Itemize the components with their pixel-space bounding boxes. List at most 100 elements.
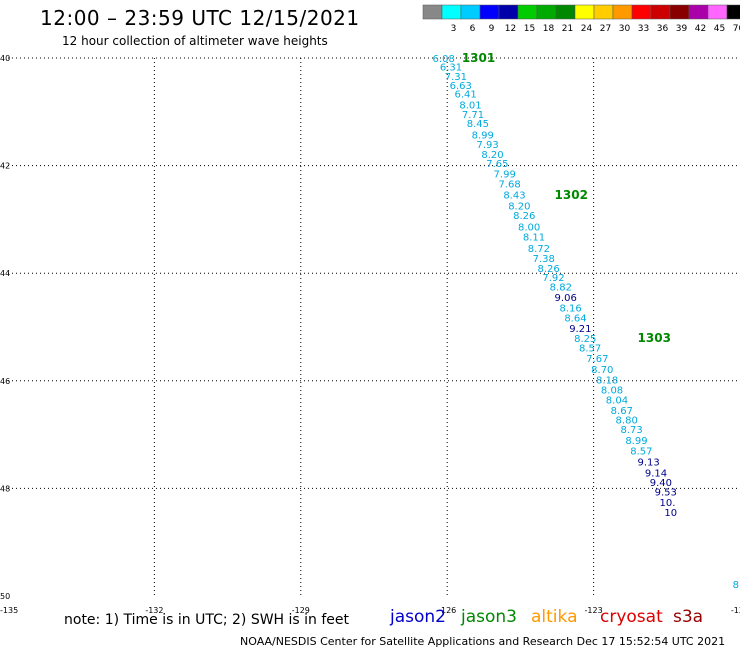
track-labels: 1301 1302 1303	[462, 51, 671, 345]
wave-height-value: 6.08	[433, 54, 455, 65]
track-number-label: 1301	[462, 51, 495, 65]
legend-label: 33	[638, 24, 649, 34]
wave-height-value: 8.26	[513, 211, 535, 222]
wave-height-value: 8.57	[579, 343, 601, 354]
wave-height-value: 7.65	[486, 159, 508, 170]
wave-height-value: 8.00	[518, 222, 540, 233]
legend-swatch	[574, 4, 595, 20]
legend-label: 45	[714, 24, 725, 34]
wave-height-value: 7.71	[462, 110, 484, 121]
legend-swatch	[517, 4, 538, 20]
wave-height-value: 9.40	[650, 478, 672, 489]
legend-label: 12	[505, 24, 516, 34]
wave-height-value: 8.04	[606, 396, 628, 407]
figure-subtitle: 12 hour collection of altimeter wave hei…	[62, 34, 328, 48]
wave-height-value: 8.80	[616, 416, 638, 427]
wave-height-value: 8.18	[596, 376, 618, 387]
satellite-name-altika: altika	[531, 607, 578, 627]
legend-swatch	[422, 4, 443, 20]
wave-height-value: 7.67	[586, 354, 608, 365]
legend-label: 30	[619, 24, 631, 34]
track-number-label: 1302	[555, 188, 588, 202]
legend-label: 36	[657, 24, 669, 34]
figure-title: 12:00 – 23:59 UTC 12/15/2021	[40, 6, 360, 30]
legend-label: 15	[524, 24, 535, 34]
wave-height-value: 8.72	[528, 244, 550, 255]
legend-label: 21	[562, 24, 573, 34]
footer-credit: NOAA/NESDIS Center for Satellite Applica…	[240, 635, 726, 648]
legend-swatch	[498, 4, 519, 20]
lat-tick-label: 40	[0, 54, 10, 63]
wave-height-value: 8.25	[574, 334, 596, 345]
wave-height-value: 9.53	[655, 488, 677, 499]
wave-height-value: 8.11	[523, 233, 545, 244]
wave-height-value: 7.31	[445, 72, 467, 83]
legend-swatch	[726, 4, 740, 20]
wave-height-value: 6.63	[450, 81, 472, 92]
lon-tick-label: -120	[731, 606, 740, 615]
wave-height-value: 8.67	[611, 406, 633, 417]
wave-height-value: 8.45	[467, 119, 489, 130]
satellite-name-jason2: jason2	[390, 607, 446, 627]
legend-label: 70	[733, 24, 740, 34]
wave-height-legend: 36912151821242730333639424570(ft)	[422, 4, 740, 34]
lat-tick-label: 44	[0, 269, 10, 278]
wave-height-value: 8.57	[630, 447, 652, 458]
wave-height-value: 8.70	[591, 365, 613, 376]
legend-swatch	[593, 4, 614, 20]
legend-swatch	[536, 4, 557, 20]
legend-swatch	[612, 4, 633, 20]
legend-label: 18	[543, 24, 555, 34]
wave-height-value: 8.99	[625, 436, 647, 447]
lat-tick-label: 46	[0, 377, 10, 386]
wave-height-value: 8.26	[537, 264, 559, 275]
legend-swatch	[460, 4, 481, 20]
legend-swatch	[479, 4, 500, 20]
wave-height-value: 9.06	[555, 293, 577, 304]
axis-tick-labels: 40 42 44 46 48 50 -135 -132 -129 -126 -123 -120	[0, 54, 740, 615]
wave-height-value: 8.20	[481, 150, 503, 161]
lon-tick-label: -123	[585, 606, 603, 615]
wave-height-value: 8.99	[472, 130, 494, 141]
track-number-label: 1303	[638, 331, 671, 345]
legend-swatch	[669, 4, 690, 20]
legend-label: 24	[581, 24, 593, 34]
legend-swatch	[441, 4, 462, 20]
legend-label: 27	[600, 24, 611, 34]
wave-height-value: 8.82	[550, 283, 572, 294]
map-grid	[8, 57, 740, 596]
wave-height-value: 9.14	[645, 468, 667, 479]
wave-height-value: 8.64	[564, 313, 586, 324]
lat-tick-label: 50	[0, 592, 10, 601]
wave-height-value: 6.31	[440, 63, 462, 74]
wave-height-value: 8	[733, 580, 739, 591]
legend-swatch	[631, 4, 652, 20]
legend-swatch	[650, 4, 671, 20]
wave-height-value: 7.38	[533, 254, 555, 265]
legend-swatch	[707, 4, 728, 20]
satellite-name-jason3: jason3	[461, 607, 517, 627]
wave-height-value: 10.	[659, 498, 675, 509]
legend-label: 9	[489, 24, 495, 34]
satellite-name-cryosat: cryosat	[600, 607, 663, 627]
wave-height-observations: 6.086.317.316.636.418.017.718.458.997.93…	[433, 54, 739, 591]
wave-height-value: 8.43	[503, 191, 525, 202]
wave-height-value: 9.13	[638, 458, 660, 469]
wave-height-value: 8.08	[601, 385, 623, 396]
legend-label: 3	[451, 24, 457, 34]
lat-tick-label: 42	[0, 162, 10, 171]
satellite-name-s3a: s3a	[673, 607, 704, 627]
wave-height-value: 7.99	[494, 170, 516, 181]
legend-swatch	[688, 4, 709, 20]
legend-label: 6	[470, 24, 476, 34]
footer-note: note: 1) Time is in UTC; 2) SWH is in fe…	[64, 612, 350, 628]
wave-height-value: 10	[664, 508, 677, 519]
legend-swatch	[555, 4, 576, 20]
lon-tick-label: -129	[292, 606, 310, 615]
wave-height-value: 8.73	[620, 425, 642, 436]
wave-height-value: 7.68	[498, 179, 520, 190]
lon-tick-label: -132	[145, 606, 163, 615]
wave-height-value: 8.20	[508, 201, 530, 212]
wave-height-value: 8.01	[459, 100, 481, 111]
